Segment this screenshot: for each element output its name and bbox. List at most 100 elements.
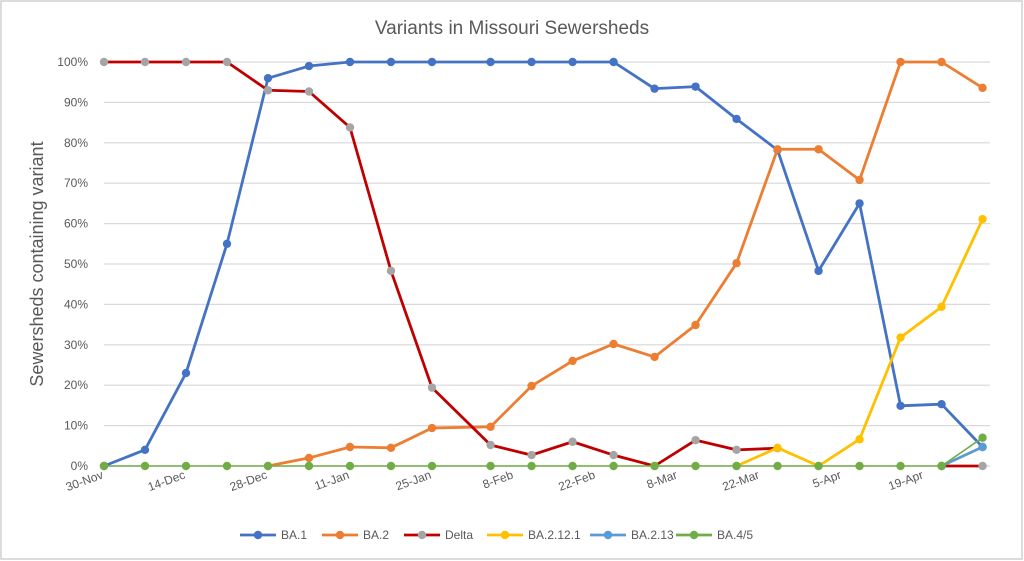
series-delta [99, 57, 987, 471]
series-line [103, 60, 984, 468]
data-point [181, 461, 191, 471]
data-point [386, 57, 396, 67]
y-tick-label: 100% [57, 55, 88, 69]
data-point [732, 445, 741, 455]
data-point [181, 57, 191, 67]
data-point [978, 442, 987, 452]
series-line [104, 437, 984, 467]
legend-marker [603, 530, 613, 540]
legend: BA.1 BA.2 Delta BA.2.12.1 BA.2.13 BA.4/5 [240, 528, 753, 542]
data-point [937, 302, 946, 312]
legend-label: BA.1 [281, 528, 307, 542]
data-point [855, 199, 864, 208]
data-point [427, 461, 437, 471]
data-point [855, 461, 864, 471]
data-point [345, 123, 355, 132]
series-ba-2 [263, 57, 987, 471]
data-point [427, 57, 437, 67]
data-point [427, 383, 437, 392]
data-point [527, 57, 536, 67]
data-point [855, 175, 864, 185]
data-point [732, 114, 741, 124]
data-point [650, 461, 659, 471]
data-point [263, 461, 273, 471]
data-point [486, 440, 495, 450]
legend-marker [417, 530, 427, 540]
data-point [773, 145, 782, 154]
y-tick-label: 30% [64, 338, 88, 352]
data-point [732, 258, 741, 268]
y-tick-label: 10% [64, 419, 88, 433]
y-tick-label: 60% [64, 217, 88, 231]
series-layer [99, 57, 987, 471]
legend-item: BA.2 [322, 528, 389, 542]
data-point [691, 461, 700, 471]
data-point [222, 461, 232, 471]
data-point [650, 84, 659, 93]
data-point [691, 82, 700, 91]
legend-marker [253, 530, 263, 540]
data-point [140, 461, 150, 471]
data-point [263, 73, 273, 83]
legend-item: Delta [404, 528, 473, 542]
series-ba-4-5 [99, 433, 987, 471]
data-point [486, 461, 495, 471]
y-axis-ticks: 0% 10% 20% 30% 40% 50% 60% 70% 80% 90% 100% [57, 55, 88, 473]
legend-marker [335, 530, 345, 540]
y-tick-label: 50% [64, 257, 88, 271]
y-tick-label: 0% [71, 459, 89, 473]
legend-marker [500, 530, 510, 540]
data-point [568, 356, 577, 366]
legend-item: BA.1 [240, 528, 307, 542]
series-ba-1 [99, 57, 987, 471]
legend-label: BA.4/5 [717, 528, 753, 542]
data-point [896, 57, 905, 67]
data-point [345, 57, 355, 67]
chart-title: Variants in Missouri Sewersheds [375, 18, 649, 39]
data-point [486, 57, 495, 67]
series-line [267, 60, 984, 468]
data-point [140, 445, 150, 455]
data-point [773, 461, 782, 471]
data-point [527, 461, 536, 471]
data-point [99, 57, 109, 67]
data-point [896, 333, 905, 342]
data-point [814, 461, 823, 471]
legend-label: Delta [445, 528, 473, 542]
data-point [937, 461, 946, 471]
legend-item: BA.2.12.1 [487, 528, 581, 542]
y-tick-label: 40% [64, 297, 88, 311]
data-point [937, 57, 946, 67]
data-point [609, 57, 618, 67]
data-point [181, 368, 191, 378]
data-point [978, 83, 987, 93]
data-point [486, 422, 495, 432]
legend-label: BA.2 [363, 528, 389, 542]
data-point [568, 437, 577, 446]
data-point [304, 461, 314, 471]
data-point [568, 57, 577, 67]
data-point [814, 266, 823, 276]
y-axis-title: Sewersheds containing variant [27, 141, 47, 386]
data-point [568, 461, 577, 471]
data-point [609, 339, 618, 349]
legend-label: BA.2.12.1 [528, 528, 581, 542]
data-point [855, 435, 864, 444]
data-point [304, 87, 314, 96]
data-point [814, 145, 823, 154]
data-point [222, 57, 232, 67]
legend-item: BA.4/5 [676, 528, 753, 542]
data-point [691, 435, 700, 445]
data-point [99, 461, 109, 471]
data-point [691, 320, 700, 330]
legend-label: BA.2.13 [631, 528, 674, 542]
data-point [937, 399, 946, 409]
data-point [732, 461, 741, 471]
data-point [896, 401, 905, 411]
legend-item: BA.2.13 [590, 528, 674, 542]
data-point [773, 443, 782, 453]
data-point [140, 57, 150, 67]
data-point [609, 461, 618, 471]
data-point [978, 214, 987, 224]
